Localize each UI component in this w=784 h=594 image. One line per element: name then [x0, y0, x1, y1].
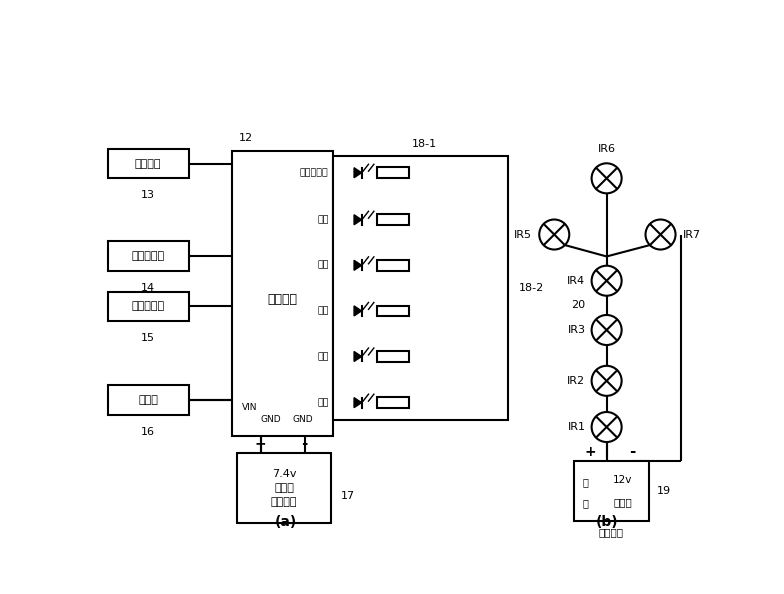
Text: 上灯: 上灯 — [318, 215, 328, 225]
Bar — [377, 397, 409, 408]
Text: 中灯: 中灯 — [318, 398, 328, 407]
Text: 16: 16 — [140, 426, 154, 437]
Text: 7.4v: 7.4v — [272, 469, 296, 479]
Text: -: - — [630, 444, 636, 459]
Bar — [377, 214, 409, 225]
Text: 12v: 12v — [613, 475, 633, 485]
Circle shape — [592, 163, 622, 193]
Text: (a): (a) — [275, 516, 297, 529]
Text: 蓝牙模块: 蓝牙模块 — [135, 159, 162, 169]
Text: 下灯: 下灯 — [318, 261, 328, 270]
Text: （内置）: （内置） — [270, 497, 297, 507]
Text: IR3: IR3 — [568, 325, 586, 335]
Text: IR6: IR6 — [597, 144, 615, 154]
Text: 17: 17 — [341, 491, 355, 501]
Text: GND: GND — [260, 415, 281, 424]
Text: +: + — [255, 437, 267, 451]
Text: 左记录按鈕: 左记录按鈕 — [132, 251, 165, 261]
Bar — [377, 305, 409, 316]
Text: IR4: IR4 — [568, 276, 586, 286]
Text: 开: 开 — [583, 477, 588, 487]
Text: +: + — [584, 445, 596, 459]
Bar — [377, 168, 409, 178]
Bar — [107, 241, 188, 271]
Text: 右取消按鈕: 右取消按鈕 — [132, 301, 165, 311]
Bar — [377, 260, 409, 271]
Circle shape — [645, 220, 676, 249]
Text: 15: 15 — [140, 333, 154, 343]
Polygon shape — [354, 352, 361, 362]
Circle shape — [539, 220, 569, 249]
Text: 微控制器: 微控制器 — [267, 293, 297, 306]
Text: IR5: IR5 — [514, 229, 532, 239]
Text: （外置）: （外置） — [599, 527, 624, 538]
Polygon shape — [354, 260, 361, 270]
Text: 12: 12 — [238, 133, 252, 143]
Text: 20: 20 — [572, 301, 586, 310]
Text: (b): (b) — [595, 516, 618, 529]
Bar — [574, 461, 649, 521]
Text: VIN: VIN — [241, 403, 257, 412]
Text: 13: 13 — [140, 190, 154, 200]
Text: 关: 关 — [583, 498, 588, 508]
Text: 总开关: 总开关 — [138, 395, 158, 405]
Bar — [332, 156, 508, 419]
Text: IR7: IR7 — [683, 229, 702, 239]
Text: IR2: IR2 — [568, 376, 586, 386]
Bar — [107, 149, 188, 178]
Text: 19: 19 — [657, 486, 671, 496]
Text: IR1: IR1 — [568, 422, 586, 432]
Text: 状态提示灯: 状态提示灯 — [300, 168, 328, 177]
Text: GND: GND — [293, 415, 314, 424]
Polygon shape — [354, 306, 361, 316]
Polygon shape — [354, 397, 361, 407]
Bar — [107, 386, 188, 415]
Text: 18-1: 18-1 — [412, 139, 437, 149]
Circle shape — [592, 266, 622, 296]
Bar — [237, 453, 331, 523]
Text: 左灯: 左灯 — [318, 307, 328, 315]
Circle shape — [592, 412, 622, 442]
Text: 锂电池: 锂电池 — [613, 497, 632, 507]
Text: 右灯: 右灯 — [318, 352, 328, 361]
Text: 18-2: 18-2 — [518, 283, 544, 293]
Bar — [107, 292, 188, 321]
Text: -: - — [302, 437, 308, 451]
Polygon shape — [354, 168, 361, 178]
Polygon shape — [354, 214, 361, 225]
Circle shape — [592, 366, 622, 396]
Circle shape — [592, 315, 622, 345]
Text: 14: 14 — [140, 283, 154, 293]
Text: 锂电池: 锂电池 — [274, 483, 294, 493]
Bar — [232, 151, 332, 436]
Bar — [377, 351, 409, 362]
